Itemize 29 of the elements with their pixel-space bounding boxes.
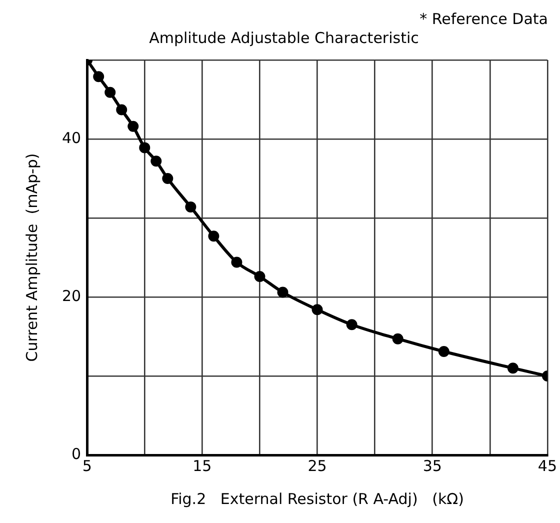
point [150,156,162,167]
point [185,201,196,212]
x-tick-label: 15 [192,456,212,475]
point [438,346,450,358]
y-tick-label: 20 [62,286,82,305]
point [128,120,139,132]
y-tick-label: 0 [72,444,82,463]
x-axis-title: Fig.2 External Resistor (R A-Adj) (kΩ) [170,490,464,508]
point [116,104,128,116]
point [93,71,104,82]
point [208,230,220,242]
point [139,142,150,154]
point [277,286,288,298]
point [507,362,518,374]
x-tick-label: 45 [538,456,558,475]
point [312,304,323,316]
x-tick-label: 35 [422,456,442,475]
point [392,333,404,344]
y-tick-label: 40 [62,128,82,147]
text: * Reference Data [420,10,548,28]
point [104,86,116,98]
point [254,270,266,282]
point [162,173,174,184]
x-tick-label: 5 [82,456,92,475]
y-axis-title: Current Amplitude (mAp-p) [22,153,41,362]
point [346,319,358,330]
x-tick-label: 25 [308,456,327,475]
point [231,256,242,268]
chart-title: Amplitude Adjustable Characteristic [149,28,419,47]
